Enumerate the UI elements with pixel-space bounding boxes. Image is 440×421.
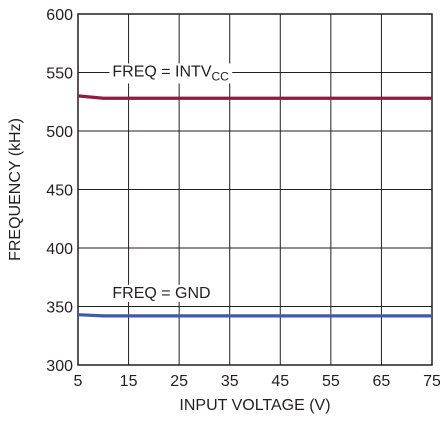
- grid: [77, 13, 433, 366]
- x-tick-label: 15: [120, 373, 138, 390]
- y-tick-label: 550: [46, 66, 73, 83]
- y-tick-labels: 300 350 400 450 500 550 600: [46, 7, 73, 375]
- series-label-background: [109, 284, 214, 302]
- x-tick-label: 65: [373, 373, 391, 390]
- x-tick-label: 25: [170, 373, 188, 390]
- y-tick-label: 500: [46, 124, 73, 141]
- series-line-1: [77, 94, 432, 100]
- y-tick-label: 400: [46, 241, 73, 258]
- x-tick-label: 35: [221, 373, 239, 390]
- plot-frame: [77, 13, 433, 366]
- x-axis-label: INPUT VOLTAGE (V): [179, 397, 330, 414]
- annotation-layer: FREQ = INTVCC FREQ = GND: [109, 63, 233, 302]
- x-tick-label: 55: [322, 373, 340, 390]
- series-layer: [77, 94, 432, 318]
- series-line-2: [77, 313, 432, 318]
- series-label-background: [109, 63, 233, 84]
- series-label-1: FREQ = INTVCC: [112, 64, 229, 84]
- series-label-2: FREQ = GND: [112, 285, 210, 302]
- y-tick-label: 350: [46, 300, 73, 317]
- x-tick-label: 5: [74, 373, 83, 390]
- y-axis-label: FREQUENCY (kHz): [7, 118, 24, 261]
- y-tick-label: 600: [46, 7, 73, 24]
- x-tick-label: 45: [271, 373, 289, 390]
- x-tick-label: 75: [423, 373, 440, 390]
- y-tick-label: 300: [46, 358, 73, 375]
- y-tick-label: 450: [46, 183, 73, 200]
- x-tick-labels: 5 15 25 35 45 55 65 75: [74, 373, 440, 390]
